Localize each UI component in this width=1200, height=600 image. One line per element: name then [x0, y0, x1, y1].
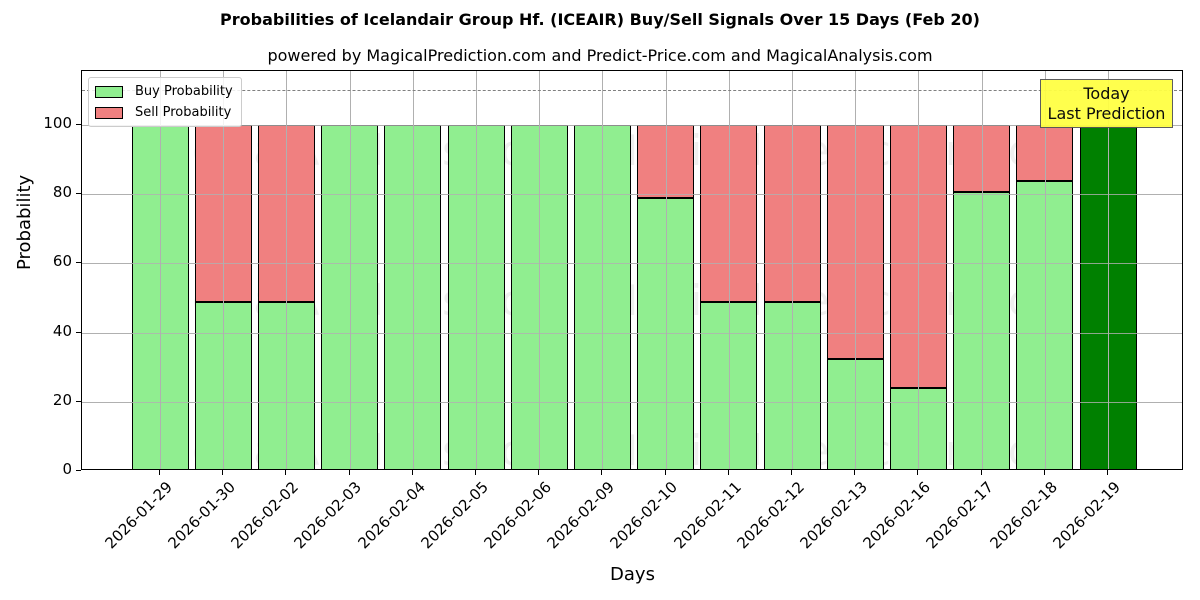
x-tick-label: 2026-02-13: [796, 478, 871, 553]
x-tick-mark: [1043, 470, 1045, 475]
x-tick-label: 2026-01-30: [164, 478, 239, 553]
x-tick-label: 2026-02-12: [733, 478, 808, 553]
gridline-v: [981, 71, 983, 469]
x-tick-label: 2026-02-19: [1049, 478, 1124, 553]
chart-title: Probabilities of Icelandair Group Hf. (I…: [220, 10, 980, 29]
gridline-v: [602, 71, 604, 469]
sell-swatch-icon: [95, 106, 123, 119]
x-tick-mark: [475, 470, 476, 475]
x-tick-mark: [791, 470, 792, 475]
buy-swatch-icon: [95, 85, 123, 98]
gridline-h: [82, 401, 1182, 403]
gridline-h: [82, 194, 1182, 196]
x-tick-mark: [727, 470, 729, 475]
today-annotation: Today Last Prediction: [1040, 79, 1173, 128]
reference-line: [82, 90, 1182, 92]
gridline-v: [855, 71, 857, 469]
x-tick-mark: [664, 470, 666, 475]
y-tick-mark: [76, 193, 81, 195]
gridline-v: [1044, 71, 1046, 469]
gridline-v: [665, 71, 667, 469]
y-tick-mark: [76, 331, 81, 333]
y-tick-label: 20: [52, 390, 72, 409]
gridline-v: [539, 71, 541, 469]
x-axis-label: Days: [610, 564, 655, 585]
gridline-v: [349, 71, 351, 469]
x-tick-label: 2026-02-11: [670, 478, 745, 553]
gridline-v: [1108, 71, 1109, 469]
x-tick-label: 2026-02-02: [227, 478, 303, 553]
x-tick-mark: [348, 470, 350, 475]
legend-item-buy: Buy Probability: [95, 81, 233, 102]
plot-area: MagicalAnalysis.comMagicalPrediction.com…: [81, 70, 1183, 470]
chart-subtitle: powered by MagicalPrediction.com and Pre…: [267, 46, 933, 65]
x-tick-mark: [980, 470, 982, 475]
x-tick-label: 2026-02-10: [606, 478, 682, 553]
x-tick-label: 2026-02-16: [859, 478, 935, 553]
y-tick-mark: [76, 124, 81, 125]
x-tick-mark: [411, 470, 413, 475]
x-tick-label: 2026-01-29: [101, 478, 176, 553]
x-tick-label: 2026-02-04: [354, 478, 429, 553]
x-tick-label: 2026-02-03: [290, 478, 366, 553]
x-tick-label: 2026-02-18: [986, 478, 1061, 553]
x-tick-label: 2026-02-06: [480, 478, 555, 553]
gridline-v: [476, 71, 477, 469]
x-tick-mark: [538, 470, 540, 475]
y-tick-mark: [76, 262, 81, 264]
y-tick-label: 40: [52, 321, 72, 340]
y-tick-label: 0: [62, 460, 72, 478]
x-tick-label: 2026-02-05: [417, 478, 492, 553]
y-tick-mark: [76, 400, 81, 402]
gridline-v: [792, 71, 793, 469]
gridline-h: [82, 125, 1182, 126]
y-axis-label: Probability: [14, 174, 35, 270]
gridline-h: [82, 332, 1182, 334]
gridline-v: [223, 71, 225, 469]
gridline-h: [82, 263, 1182, 265]
x-tick-mark: [601, 470, 603, 475]
gridline-v: [918, 71, 920, 469]
annotation-line-2: Last Prediction: [1047, 104, 1166, 123]
gridline-v: [160, 71, 161, 469]
y-tick-label: 60: [52, 252, 72, 271]
y-tick-label: 80: [52, 183, 72, 202]
y-tick-label: 100: [43, 114, 72, 132]
legend-buy-label: Buy Probability: [135, 84, 233, 99]
annotation-line-1: Today: [1083, 84, 1130, 103]
x-tick-mark: [285, 470, 287, 475]
x-tick-mark: [1107, 470, 1108, 475]
x-tick-mark: [159, 470, 160, 475]
gridline-v: [728, 71, 730, 469]
legend: Buy Probability Sell Probability: [88, 77, 242, 127]
legend-sell-label: Sell Probability: [135, 105, 232, 120]
gridline-v: [412, 71, 414, 469]
y-tick-mark: [76, 470, 81, 471]
x-tick-mark: [917, 470, 919, 475]
x-tick-mark: [854, 470, 856, 475]
x-tick-label: 2026-02-17: [922, 478, 998, 553]
legend-item-sell: Sell Probability: [95, 102, 233, 123]
x-tick-mark: [222, 470, 224, 475]
x-tick-label: 2026-02-09: [543, 478, 619, 553]
gridline-v: [286, 71, 288, 469]
